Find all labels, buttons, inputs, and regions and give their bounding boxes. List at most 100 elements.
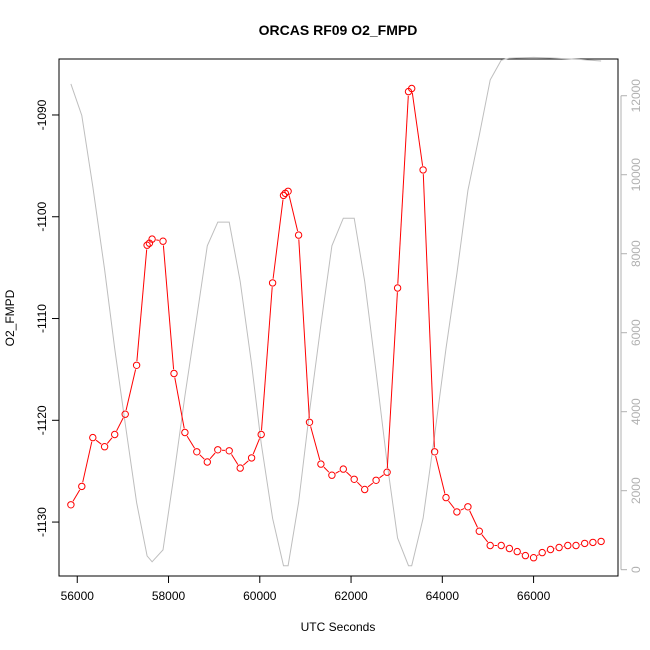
primary-series-segment xyxy=(199,454,205,460)
primary-series-point xyxy=(279,191,288,200)
primary-series-segment xyxy=(386,292,398,469)
y-axis-right: 0 2000 4000 6000 8000 10000 12000 xyxy=(620,79,643,573)
primary-series-point xyxy=(268,279,277,287)
primary-series-point xyxy=(247,454,256,462)
primary-series-segment xyxy=(411,92,424,166)
primary-series-segment xyxy=(72,489,81,502)
primary-series-point xyxy=(497,541,505,550)
primary-series-point xyxy=(513,547,521,556)
primary-series-point xyxy=(328,471,336,479)
primary-series-segment xyxy=(252,438,261,455)
x-axis-tick-label: 66000 xyxy=(517,589,551,603)
primary-series-point xyxy=(111,430,119,439)
primary-series-segment xyxy=(346,471,352,477)
y-axis-tick-label: -1090 xyxy=(35,99,49,130)
primary-series-point xyxy=(408,84,416,93)
primary-series-point xyxy=(393,284,402,292)
primary-series-point xyxy=(170,369,178,378)
primary-series-segment xyxy=(136,249,148,362)
y-axis-right-tick-label: 6000 xyxy=(629,319,643,346)
y-axis-right-tick-label: 8000 xyxy=(629,240,643,267)
primary-series-segment xyxy=(116,417,124,432)
primary-series-segment xyxy=(310,426,321,461)
primary-series-point xyxy=(78,482,86,491)
primary-series-segment xyxy=(460,508,465,511)
chart-title: ORCAS RF09 O2_FMPD xyxy=(259,22,418,38)
primary-series-segment xyxy=(397,95,409,284)
primary-series-point xyxy=(193,448,201,456)
primary-series-segment xyxy=(125,369,137,411)
x-axis-tick-label: 56000 xyxy=(61,589,95,603)
y-axis-tick-label: -1100 xyxy=(35,201,49,231)
y-axis-right-tick-label: 4000 xyxy=(629,398,643,425)
primary-series-segment xyxy=(323,466,330,473)
primary-series-segment xyxy=(335,470,340,474)
primary-series-point xyxy=(572,541,580,550)
primary-series-segment xyxy=(156,239,159,241)
primary-series-point xyxy=(100,443,109,451)
primary-series-point xyxy=(214,446,222,454)
primary-series-point xyxy=(464,503,472,511)
primary-series-point xyxy=(581,539,589,548)
primary-series-segment xyxy=(367,482,374,488)
primary-series-point xyxy=(505,544,514,553)
x-axis-tick-label: 58000 xyxy=(152,589,186,603)
primary-series-segment xyxy=(209,452,216,460)
primary-series-segment xyxy=(242,460,249,466)
y-axis-tick-label: -1130 xyxy=(35,507,49,537)
primary-series-segment xyxy=(298,239,310,419)
primary-series-segment xyxy=(162,245,175,370)
primary-series-point xyxy=(159,237,167,245)
primary-series-segment xyxy=(272,199,284,279)
primary-series-point xyxy=(475,527,483,535)
primary-series-segment xyxy=(261,287,273,431)
primary-series-segment xyxy=(481,534,489,543)
y-axis-right-tick-label: 12000 xyxy=(629,79,643,113)
primary-series-point xyxy=(350,475,358,483)
primary-series-segment xyxy=(174,377,185,429)
primary-series-point xyxy=(372,476,380,484)
y-axis-tick-label: -1120 xyxy=(35,405,49,435)
primary-series-point xyxy=(419,166,427,174)
primary-series-point xyxy=(453,508,461,516)
primary-series-point xyxy=(317,460,325,468)
primary-series-point xyxy=(589,538,597,547)
primary-series-point xyxy=(203,458,212,466)
primary-series-point xyxy=(257,430,265,439)
secondary-series-layer xyxy=(70,56,602,567)
primary-series-point xyxy=(305,418,314,426)
primary-series-point xyxy=(521,551,530,560)
y-axis-label: O2_FMPD xyxy=(3,289,17,346)
primary-series-point xyxy=(597,537,605,546)
primary-series-segment xyxy=(448,500,455,509)
x-axis-tick-label: 62000 xyxy=(334,589,368,603)
primary-series-point xyxy=(236,464,244,472)
y-axis-left: -1130 -1120 -1110 -1100 -1090 xyxy=(35,99,59,537)
primary-series-point xyxy=(294,231,303,239)
x-axis: 56000 58000 60000 62000 64000 66000 xyxy=(61,576,551,603)
primary-series-segment xyxy=(469,510,478,528)
primary-series-point xyxy=(225,447,233,455)
secondary-series-line xyxy=(70,56,602,567)
primary-series-segment xyxy=(422,174,435,448)
primary-series-point xyxy=(67,501,75,509)
primary-series-point xyxy=(148,235,156,243)
primary-series-segment xyxy=(288,195,299,232)
primary-series-point xyxy=(442,493,450,502)
y-axis-tick-label: -1110 xyxy=(35,304,49,333)
primary-series-segment xyxy=(186,435,196,449)
y-axis-right-tick-label: 10000 xyxy=(629,158,643,192)
primary-series-point xyxy=(361,485,369,494)
primary-series-point xyxy=(529,554,538,562)
primary-series-point xyxy=(121,410,129,418)
primary-series-point xyxy=(564,541,572,550)
x-axis-tick-label: 60000 xyxy=(243,589,277,603)
x-axis-label: UTC Seconds xyxy=(301,620,376,634)
primary-series-point xyxy=(486,541,494,550)
primary-series-point xyxy=(538,548,546,557)
primary-series-segment xyxy=(82,441,93,483)
primary-series-layer xyxy=(67,84,605,562)
primary-series-segment xyxy=(435,455,446,494)
y-axis-right-tick-label: 0 xyxy=(629,566,643,573)
